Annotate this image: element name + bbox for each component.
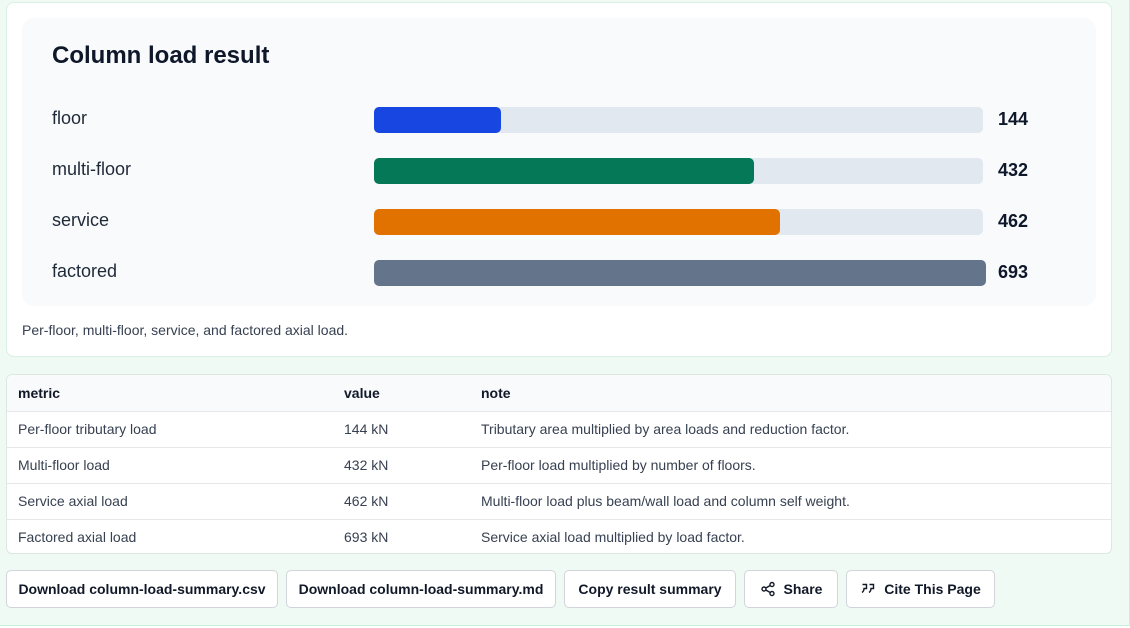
header-metric: metric bbox=[18, 384, 61, 401]
bar-value: 144 bbox=[998, 109, 1029, 129]
cite-label: Cite This Page bbox=[884, 581, 981, 597]
download-csv-button[interactable]: Download column-load-summary.csv bbox=[6, 570, 278, 608]
share-icon bbox=[760, 581, 776, 597]
share-button[interactable]: Share bbox=[744, 570, 838, 608]
table-row: Service axial load 462 kN Multi-floor lo… bbox=[7, 482, 1111, 519]
bar-factored bbox=[374, 260, 986, 286]
cell-note: Service axial load multiplied by load fa… bbox=[470, 518, 1111, 553]
table-row: Per-floor tributary load 144 kN Tributar… bbox=[7, 410, 1111, 447]
header-note: note bbox=[481, 384, 511, 401]
quote-icon bbox=[860, 581, 876, 597]
share-label: Share bbox=[783, 581, 823, 597]
copy-summary-button[interactable]: Copy result summary bbox=[564, 570, 736, 608]
bar-track bbox=[374, 158, 983, 184]
cell-metric: Factored axial load bbox=[7, 518, 333, 553]
cell-value: 693 kN bbox=[333, 518, 470, 553]
cell-value: 144 kN bbox=[333, 410, 470, 447]
results-table: metric value note Per-floor tributary lo… bbox=[6, 374, 1112, 554]
bar-row-multi-floor: multi-floor 432 bbox=[22, 157, 1096, 185]
cell-value: 432 kN bbox=[333, 446, 470, 483]
bar-value: 462 bbox=[998, 211, 1029, 231]
bar-multi-floor bbox=[374, 158, 754, 184]
cell-metric: Per-floor tributary load bbox=[7, 410, 333, 447]
header-value: value bbox=[344, 384, 380, 401]
table-row: Multi-floor load 432 kN Per-floor load m… bbox=[7, 446, 1111, 483]
bar-service bbox=[374, 209, 780, 235]
cell-value: 462 kN bbox=[333, 482, 470, 519]
bar-chart: Column load result floor 144 multi-floor… bbox=[22, 18, 1096, 306]
bar-value: 432 bbox=[998, 160, 1029, 180]
bar-track bbox=[374, 260, 986, 286]
cell-note: Per-floor load multiplied by number of f… bbox=[470, 446, 1111, 483]
bar-label: floor bbox=[52, 108, 88, 128]
cell-metric: Service axial load bbox=[7, 482, 333, 519]
bar-label: service bbox=[52, 210, 110, 230]
table-header-row: metric value note bbox=[7, 375, 1111, 411]
bar-row-service: service 462 bbox=[22, 208, 1096, 236]
bar-row-factored: factored 693 bbox=[22, 259, 1096, 287]
bar-track bbox=[374, 107, 983, 133]
cell-note: Tributary area multiplied by area loads … bbox=[470, 410, 1111, 447]
bar-value: 693 bbox=[998, 262, 1029, 282]
table-row: Factored axial load 693 kN Service axial… bbox=[7, 518, 1111, 553]
cell-metric: Multi-floor load bbox=[7, 446, 333, 483]
bar-label: multi-floor bbox=[52, 159, 132, 179]
cell-note: Multi-floor load plus beam/wall load and… bbox=[470, 482, 1111, 519]
bar-floor bbox=[374, 107, 501, 133]
result-card: Column load result floor 144 multi-floor… bbox=[6, 2, 1112, 357]
download-md-button[interactable]: Download column-load-summary.md bbox=[286, 570, 556, 608]
bar-track bbox=[374, 209, 983, 235]
bar-row-floor: floor 144 bbox=[22, 106, 1096, 134]
cite-button[interactable]: Cite This Page bbox=[846, 570, 995, 608]
chart-caption: Per-floor, multi-floor, service, and fac… bbox=[22, 322, 349, 338]
chart-title: Column load result bbox=[52, 42, 270, 69]
bar-label: factored bbox=[52, 261, 118, 281]
